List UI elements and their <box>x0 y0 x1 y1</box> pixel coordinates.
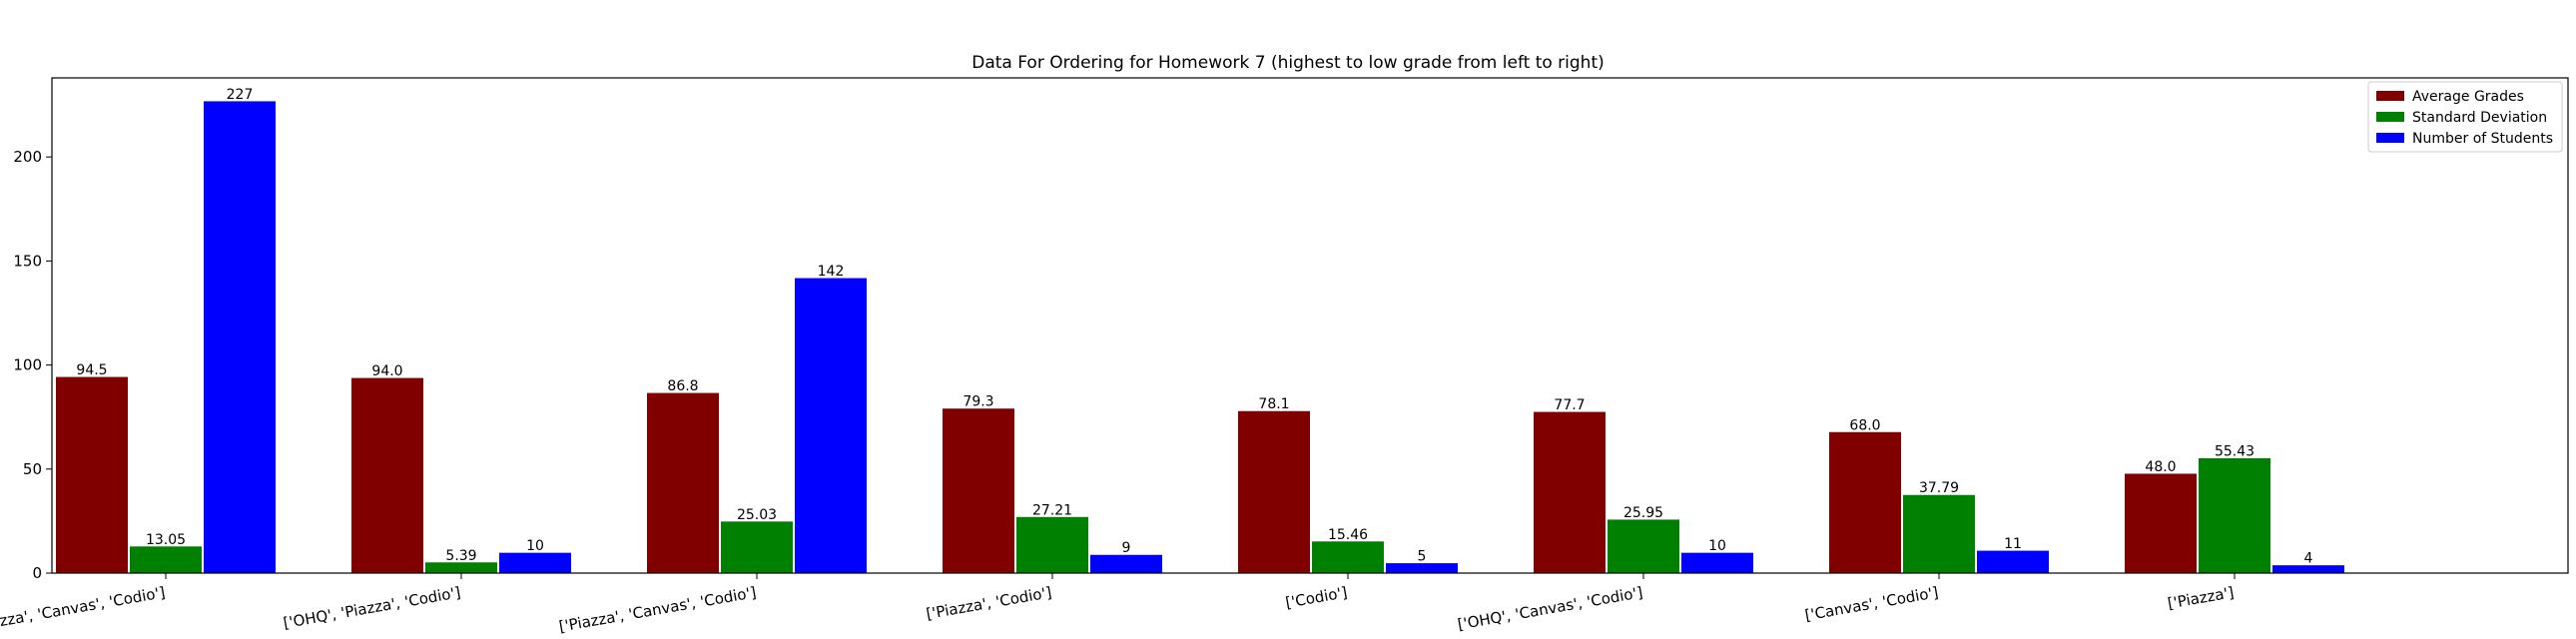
x-tick-label: ['Codio'] <box>1284 583 1349 612</box>
bar-standard-deviation <box>2198 456 2271 574</box>
bar-average-grades <box>1533 410 1607 574</box>
y-tick-label: 200 <box>13 148 42 166</box>
bar-value-label: 25.95 <box>1623 505 1663 521</box>
bar-number-of-students <box>1976 549 2050 574</box>
x-tick-label: ['OHQ', 'Piazza', 'Canvas', 'Codio'] <box>0 583 167 639</box>
bar-value-label: 227 <box>227 87 254 103</box>
y-tick-label: 150 <box>13 252 42 270</box>
bar-value-label: 78.1 <box>1258 396 1289 412</box>
bar-average-grades <box>1828 430 1902 574</box>
y-tick-label: 0 <box>32 564 42 582</box>
x-tick-label: ['Piazza', 'Canvas', 'Codio'] <box>557 583 757 635</box>
bar-value-label: 68.0 <box>1849 417 1880 433</box>
legend: Average Grades Standard Deviation Number o… <box>2367 81 2563 153</box>
bar-value-label: 94.0 <box>371 363 402 379</box>
bar-value-label: 9 <box>1122 540 1131 556</box>
x-tick-label: ['OHQ', 'Canvas', 'Codio'] <box>1456 583 1643 633</box>
legend-swatch <box>2376 91 2404 101</box>
bar-value-label: 10 <box>526 538 544 554</box>
legend-entry: Standard Deviation <box>2412 110 2547 126</box>
bar-standard-deviation <box>720 520 794 574</box>
bar-value-label: 10 <box>1708 538 1726 554</box>
bar-standard-deviation <box>129 545 203 574</box>
bar-value-label: 15.46 <box>1328 527 1368 543</box>
bar-standard-deviation <box>1607 518 1680 574</box>
bar-value-label: 5 <box>1418 549 1427 565</box>
x-tick-label: ['OHQ', 'Piazza', 'Codio'] <box>282 583 461 632</box>
bar-value-label: 94.5 <box>76 362 107 378</box>
bar-average-grades <box>2124 472 2198 574</box>
bar-value-label: 13.05 <box>146 532 186 548</box>
bar-value-label: 4 <box>2304 551 2313 567</box>
legend-swatch <box>2376 112 2404 122</box>
bar-value-label: 86.8 <box>667 378 698 394</box>
bar-number-of-students <box>1089 553 1163 574</box>
bar-value-label: 79.3 <box>963 394 993 410</box>
legend-entry: Average Grades <box>2412 89 2524 105</box>
legend-swatch <box>2376 133 2404 143</box>
bar-number-of-students <box>794 277 868 574</box>
bar-standard-deviation <box>1311 540 1385 574</box>
bar-value-label: 27.21 <box>1032 502 1072 518</box>
bar-value-label: 5.39 <box>445 548 476 564</box>
bar-standard-deviation <box>1015 515 1089 574</box>
bar-value-label: 25.03 <box>737 507 777 523</box>
bar-standard-deviation <box>1902 493 1976 574</box>
bar-value-label: 11 <box>2004 536 2022 552</box>
x-tick-label: ['Canvas', 'Codio'] <box>1803 583 1939 624</box>
legend-frame <box>2367 81 2563 153</box>
bar-average-grades <box>1237 409 1311 574</box>
bar-value-label: 48.0 <box>2145 459 2176 475</box>
x-tick-label: ['Piazza', 'Codio'] <box>925 583 1052 623</box>
y-tick-label: 50 <box>23 460 42 478</box>
bar-number-of-students <box>203 100 277 574</box>
plot-area: 0 50 100 150 200 94.5 13.05 227 ['OHQ', 'Piazza'… <box>0 87 2345 639</box>
bar-average-grades <box>350 376 424 574</box>
legend-entry: Number of Students <box>2412 131 2553 147</box>
bar-number-of-students <box>1680 551 1754 574</box>
plot-frame <box>51 77 2569 574</box>
bar-value-label: 55.43 <box>2215 443 2254 459</box>
bar-average-grades <box>942 407 1015 574</box>
bar-average-grades <box>55 375 129 574</box>
y-tick-label: 100 <box>13 356 42 374</box>
x-tick-label: ['Piazza'] <box>2167 583 2236 612</box>
bar-value-label: 142 <box>818 264 845 280</box>
chart-title: Data For Ordering for Homework 7 (highes… <box>971 53 1605 73</box>
bar-value-label: 37.79 <box>1919 480 1959 496</box>
bar-value-label: 77.7 <box>1554 397 1585 413</box>
bar-number-of-students <box>498 551 572 574</box>
bar-average-grades <box>646 391 720 574</box>
